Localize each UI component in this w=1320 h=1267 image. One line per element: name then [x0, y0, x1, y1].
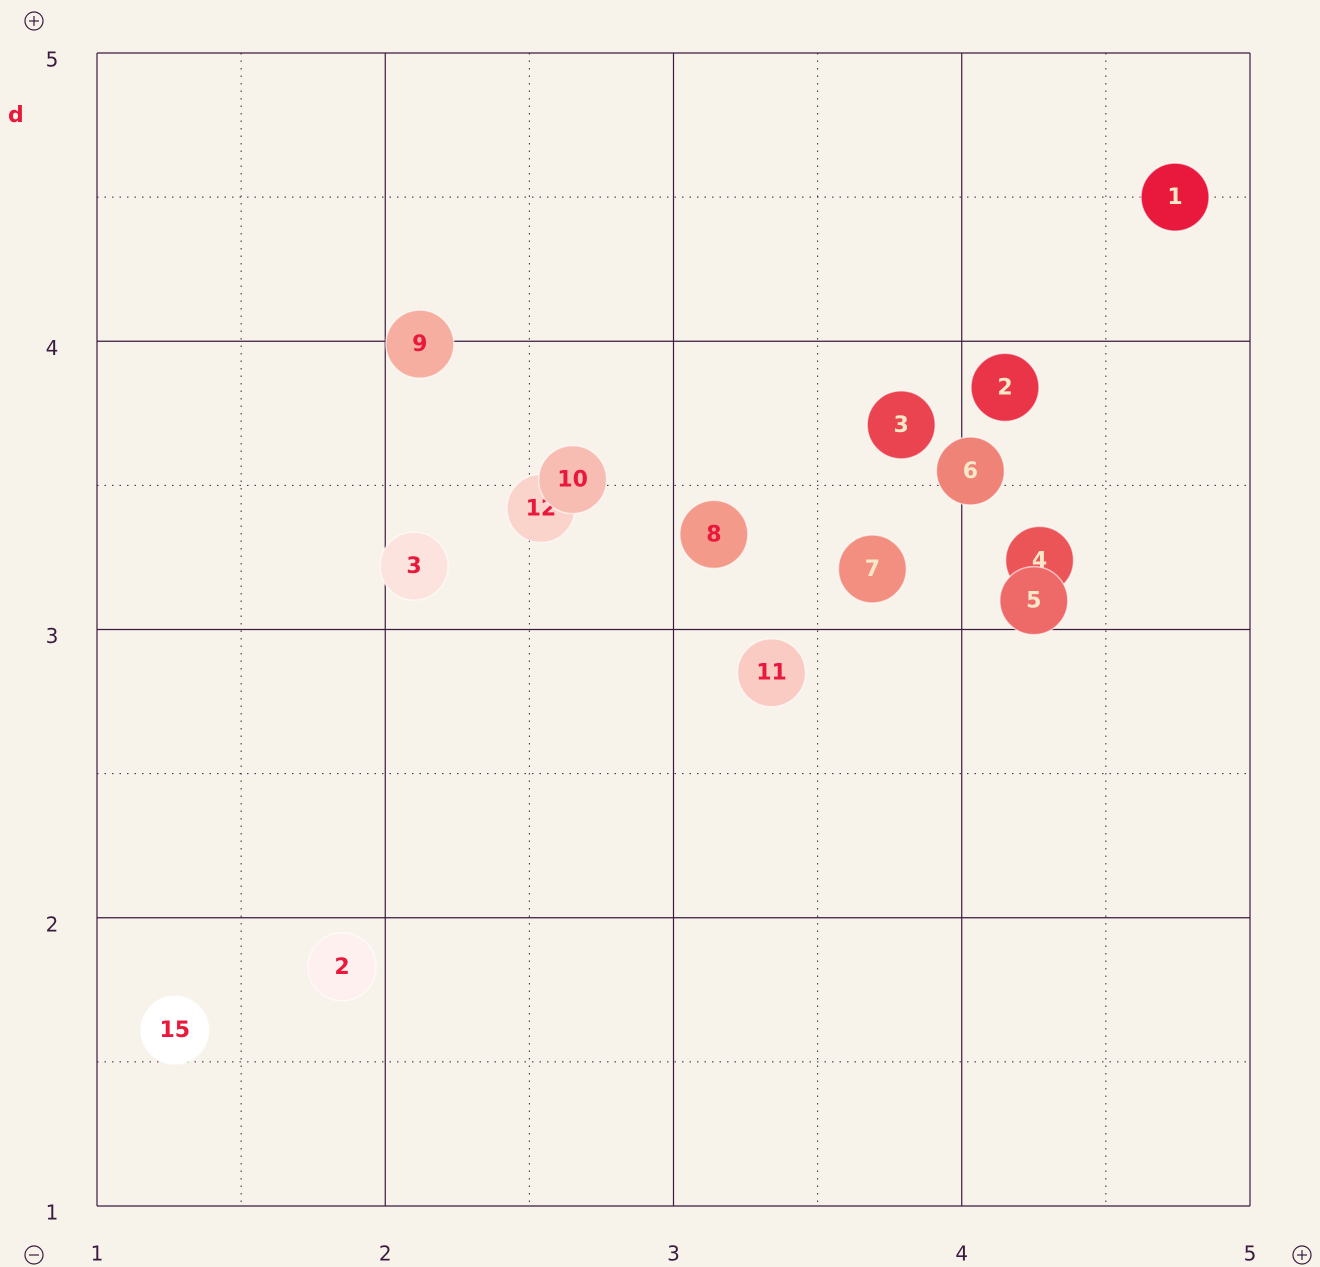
y-axis-label: d [8, 103, 24, 128]
point [385, 309, 455, 379]
point-label: 2 [334, 955, 349, 980]
point-label: 8 [706, 522, 721, 547]
point-label: 15 [160, 1018, 191, 1043]
point-label: 1 [1167, 185, 1182, 210]
point [935, 436, 1006, 506]
point-label: 9 [412, 332, 427, 357]
zoom-in-icon[interactable] [24, 11, 44, 31]
x-tick-label: 3 [667, 1242, 680, 1266]
point [866, 390, 936, 460]
point [140, 995, 210, 1065]
y-tick-label: 1 [46, 1201, 59, 1225]
point [736, 637, 807, 708]
point [999, 565, 1069, 636]
point [970, 352, 1040, 423]
point [379, 531, 449, 601]
x-tick-label: 4 [955, 1242, 968, 1266]
y-tick-label: 2 [46, 912, 59, 936]
point [537, 444, 608, 515]
point [679, 499, 749, 570]
point-label: 3 [406, 554, 421, 579]
y-tick-label: 5 [46, 48, 59, 72]
zoom-in-icon[interactable] [1292, 1245, 1312, 1265]
x-tick-label: 5 [1244, 1242, 1257, 1266]
point [837, 534, 908, 604]
point-label: 6 [963, 459, 978, 484]
point-label: 7 [865, 557, 880, 582]
point-label: 5 [1026, 589, 1041, 614]
point [307, 932, 377, 1002]
point-label: 10 [557, 468, 588, 493]
point-label: 2 [997, 375, 1012, 400]
y-tick-label: 4 [46, 336, 59, 360]
point-label: 3 [894, 413, 909, 438]
zoom-out-icon[interactable] [24, 1245, 44, 1265]
y-tick-label: 3 [46, 624, 59, 648]
x-tick-label: 1 [91, 1242, 104, 1266]
x-tick-label: 2 [379, 1242, 392, 1266]
point [1140, 162, 1210, 232]
point-label: 11 [756, 661, 787, 686]
